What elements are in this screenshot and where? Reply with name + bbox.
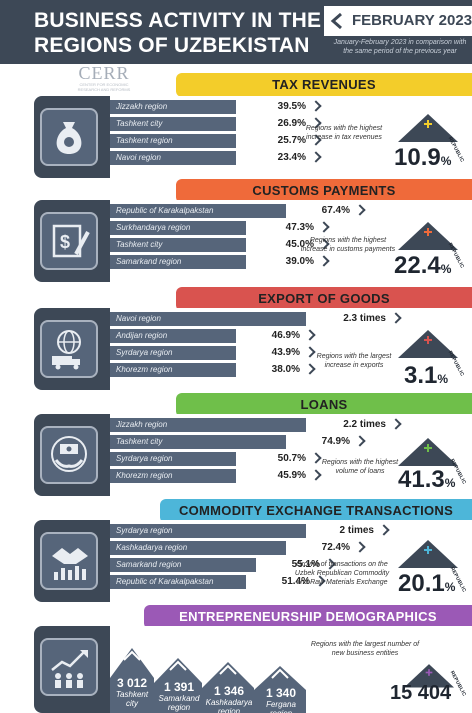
- document-pen-icon: $: [40, 212, 98, 270]
- svg-text:$: $: [60, 232, 70, 252]
- republic-value: 22.4%: [394, 252, 452, 279]
- demographics-card: 1 391 Samarkand region: [158, 680, 200, 712]
- mountain-peak-icon: [398, 222, 458, 250]
- money-bag-icon: [40, 108, 98, 166]
- period-note: January-February 2023 in comparison with…: [333, 39, 467, 55]
- hands-money-icon: [40, 426, 98, 484]
- page-title: BUSINESS ACTIVITY IN THE REGIONS OF UZBE…: [34, 9, 322, 57]
- globe-truck-icon: [40, 320, 98, 378]
- section-note: Regions with the highest volume of loans: [321, 459, 399, 475]
- people-growth-icon: [40, 638, 98, 696]
- section-note: Regions with the largest number of new b…: [310, 641, 420, 657]
- section-title: COMMODITY EXCHANGE TRANSACTIONS: [160, 499, 472, 523]
- mountain-peak-icon: [398, 540, 458, 568]
- section-note: Regions with the highest increase in cus…: [300, 237, 396, 253]
- section-title: CUSTOMS PAYMENTS: [176, 179, 472, 203]
- section-title: TAX REVENUES: [176, 73, 472, 97]
- demographics-card: 3 012 Tashkent city: [115, 676, 149, 708]
- republic-value: 41.3%: [398, 466, 456, 493]
- mountain-peak-icon: [398, 438, 458, 466]
- republic-value: 15 404: [390, 682, 452, 704]
- month-badge: [324, 6, 472, 36]
- mountain-peak-icon: [398, 114, 458, 142]
- section-title: EXPORT OF GOODS: [176, 287, 472, 311]
- section-note: Regions with the largest increase in exp…: [316, 353, 392, 369]
- handshake-chart-icon: [40, 532, 98, 590]
- republic-value: 3.1%: [404, 362, 449, 389]
- demographics-card: 1 340 Fergana region: [265, 686, 297, 713]
- section-note: Regions with the highest increase in tax…: [305, 125, 383, 141]
- section-title: ENTREPRENEURSHIP DEMOGRAPHICS: [144, 605, 472, 629]
- mountain-peak-icon: [398, 330, 458, 358]
- republic-value: 20.1%: [398, 570, 456, 597]
- section-note: Growth of transactions on the Uzbek Repu…: [294, 561, 390, 586]
- demographics-card: 1 346 Kashkadarya region: [205, 684, 253, 713]
- mountain-peak-icon: [404, 664, 454, 688]
- demographics-mountains: [110, 648, 306, 713]
- chevron-left-icon: [330, 12, 342, 30]
- month-label: FEBRUARY 2023: [352, 12, 472, 29]
- section-title: LOANS: [176, 393, 472, 417]
- cerr-logo: CERR CENTER FOR ECONOMIC RESEARCH AND RE…: [77, 63, 131, 92]
- republic-value: 10.9%: [394, 144, 452, 171]
